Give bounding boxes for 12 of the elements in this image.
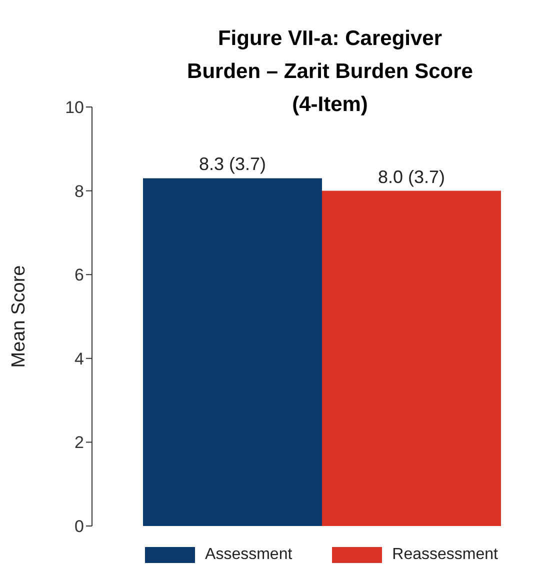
legend-label: Assessment <box>205 546 292 564</box>
y-tick-label: 8 <box>74 182 84 201</box>
data-label: 8.0 (3.7) <box>378 166 446 187</box>
y-tick-label: 10 <box>65 98 84 118</box>
chart-title: Figure VII-a: Caregiver Burden – Zarit Burden Score (4-Item) <box>186 26 474 116</box>
y-tick-label: 6 <box>74 266 84 285</box>
y-axis-title: Mean Score <box>8 265 30 368</box>
y-tick-label: 0 <box>74 517 84 536</box>
data-label: 8.3 (3.7) <box>198 154 266 174</box>
legend-label: Reassessment <box>392 546 498 564</box>
y-tick-label: 4 <box>74 349 84 368</box>
y-tick-label: 2 <box>74 433 84 452</box>
